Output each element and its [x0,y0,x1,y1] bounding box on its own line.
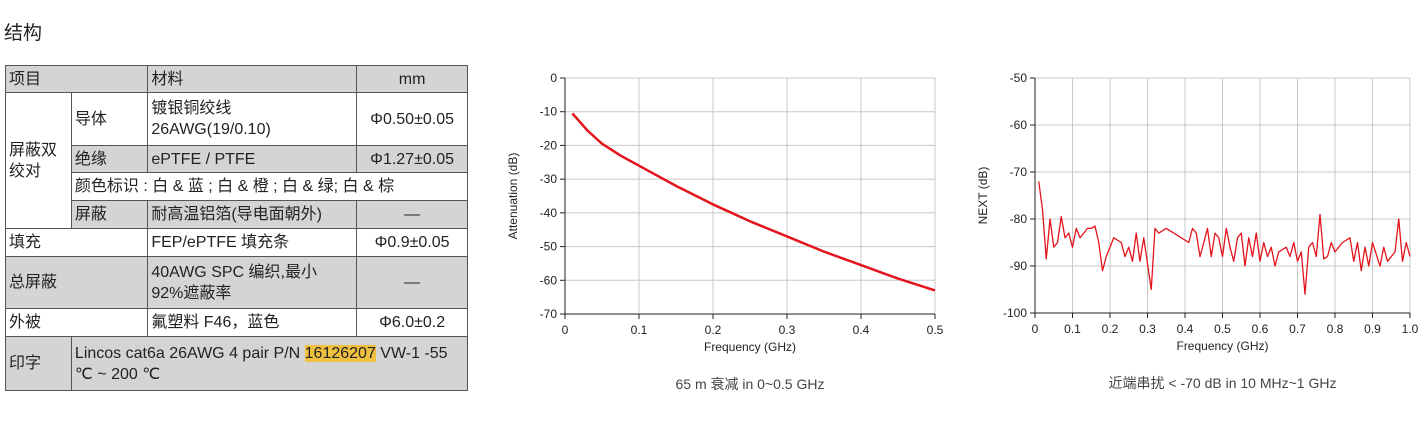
cell-text: 40AWG SPC 编织,最小92%遮蔽率 [151,263,317,302]
x-tick-label: 0.8 [1327,322,1344,336]
x-tick-label: 0.5 [927,323,944,337]
cell: Φ6.0±0.2 [356,308,468,337]
header-cell: 项目 [4,65,149,93]
data-line [1038,181,1411,295]
x-tick-label: 1.0 [1402,322,1419,336]
cell: 屏蔽 [70,200,149,229]
x-tick-label: 0.2 [1102,322,1119,336]
x-tick-label: 0.1 [631,323,648,337]
part-number: 16126207 [304,344,376,362]
cell: Lincos cat6a 26AWG 4 pair P/N 16126207 V… [70,336,469,391]
y-tick-label: -60 [1010,118,1028,132]
y-tick-label: -40 [540,206,558,220]
cell: — [356,256,468,309]
y-tick-label: -90 [1010,259,1028,273]
header-cell: mm [356,65,468,93]
y-tick-label: -70 [540,307,558,321]
y-tick-label: -30 [540,172,558,186]
cell: 绝缘 [70,145,149,173]
charts: 0 -10 -20 -30 -40 -50 -60 -70 0 0.1 0.2 0.3 0.4 0.5 Fr… [506,71,1419,392]
cell: 导体 [70,92,149,146]
cell: 屏蔽双绞对 [5,92,72,229]
caption: 65 m 衰减 in 0~0.5 GHz [675,376,824,392]
cell: 40AWG SPC 编织,最小92%遮蔽率 [147,256,358,309]
y-axis-title: Attenuation (dB) [506,153,520,240]
x-tick-label: 0 [562,323,569,337]
print-text: VW-1 -55 ℃ ~ 200 ℃ [74,344,448,383]
cell-text: 镀银铜绞线 26AWG(19/0.10) [151,100,271,138]
cell: — [356,200,468,229]
cell: 外被 [4,308,149,337]
x-tick-label: 0.5 [1214,322,1231,336]
cell: ePTFE / PTFE [147,145,358,173]
data-line [571,112,936,292]
x-tick-label: 0.3 [779,323,796,337]
y-tick-label: -50 [1010,71,1028,85]
x-tick-label: 0.6 [1252,322,1269,336]
y-tick-label: -60 [540,273,558,287]
cell: 总屏蔽 [4,256,149,309]
x-tick-label: 0.4 [853,323,870,337]
cell-text: 屏蔽双绞对 [9,141,58,180]
x-axis-title: Frequency (GHz) [704,340,796,354]
cell: Φ0.50±0.05 [356,92,468,146]
y-tick-label: -10 [540,105,558,119]
x-axis-title: Frequency (GHz) [1176,339,1268,353]
cell: Φ0.9±0.05 [356,228,468,257]
y-tick-label: -80 [1010,212,1028,226]
cell: Φ1.27±0.05 [356,145,468,173]
cell: 耐高温铝箔(导电面朝外) [147,200,358,229]
x-tick-label: 0.2 [705,323,722,337]
caption: 近端串扰 < -70 dB in 10 MHz~1 GHz [1109,375,1337,391]
x-tick-label: 0.4 [1177,322,1194,336]
plot-area [564,77,936,315]
section-title: 结构 [4,23,43,44]
x-tick-label: 0.9 [1364,322,1381,336]
cell: 镀银铜绞线 26AWG(19/0.10) [147,92,358,146]
y-tick-label: -70 [1010,165,1028,179]
x-tick-label: 0.1 [1064,322,1081,336]
y-tick-label: -20 [540,138,558,152]
y-tick-label: -100 [1003,306,1027,320]
cell: FEP/ePTFE 填充条 [147,228,358,257]
cell: 颜色标识 : 白 & 蓝 ; 白 & 橙 ; 白 & 绿; 白 & 棕 [70,172,469,201]
header-cell: 材料 [147,65,358,93]
y-tick-label: 0 [550,71,557,85]
x-tick-label: 0.3 [1139,322,1156,336]
x-tick-label: 0.7 [1289,322,1306,336]
y-tick-label: -50 [540,240,558,254]
structure-table: 项目 材料 mm 屏蔽双绞对 导体 镀银铜绞线 26AWG(19/0.10) Φ… [4,65,469,391]
x-tick-label: 0 [1032,322,1039,336]
cell: 填充 [4,228,149,257]
print-text: Lincos cat6a 26AWG 4 pair P/N [74,344,305,362]
cell: 印字 [5,336,72,391]
y-axis-title: NEXT (dB) [976,167,990,225]
cell: 氟塑料 F46，蓝色 [147,308,358,337]
